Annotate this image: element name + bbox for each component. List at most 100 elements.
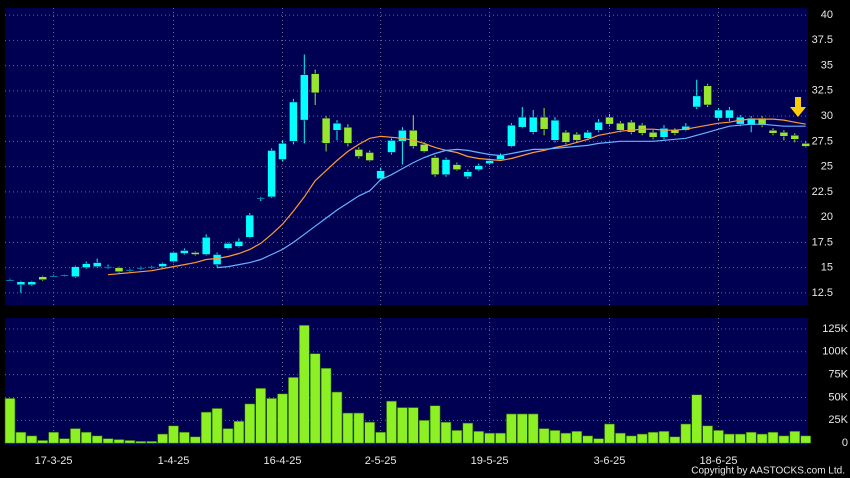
y-tick-label: 22.5: [812, 186, 833, 198]
candle-body: [212, 254, 222, 265]
volume-bar: [91, 435, 103, 444]
volume-bar: [516, 413, 528, 444]
volume-bar: [81, 431, 92, 444]
candle-body: [463, 171, 473, 177]
candle-body: [191, 252, 200, 255]
volume-bar: [113, 439, 125, 444]
candle-body: [387, 140, 396, 153]
candle-body: [768, 129, 778, 134]
candle-body: [419, 144, 429, 152]
volume-bar: [734, 433, 746, 444]
candle-body: [354, 149, 364, 157]
volume-bar: [625, 435, 637, 444]
candle-body: [801, 143, 810, 147]
candle-body: [790, 135, 800, 140]
y-tick-label: 12.5: [812, 287, 833, 299]
candle-body: [267, 150, 276, 198]
volume-bar: [440, 421, 452, 444]
volume-bar: [222, 428, 234, 444]
candle-body: [169, 252, 178, 262]
candle-body: [572, 134, 582, 141]
candle-body: [245, 214, 255, 238]
x-tick-label: 1-4-25: [158, 455, 190, 467]
volume-bar: [658, 430, 670, 444]
candle-body: [627, 121, 636, 133]
y-tick-label: 30: [821, 110, 833, 122]
candle-body: [528, 116, 538, 133]
volume-bar: [593, 438, 604, 444]
volume-bar: [527, 413, 539, 444]
candle-body: [746, 117, 756, 126]
y-tick-label: 125K: [822, 323, 848, 335]
candle-body: [518, 116, 527, 128]
y-tick-label: 37.5: [812, 34, 833, 46]
candle-body: [539, 116, 549, 130]
y-tick-label: 17.5: [812, 236, 833, 248]
candle-body: [485, 160, 494, 164]
volume-bar: [157, 433, 168, 444]
y-tick-label: 25: [821, 161, 833, 173]
volume-bar: [375, 431, 386, 444]
volume-bar: [59, 438, 70, 444]
candle-body: [725, 109, 734, 119]
volume-bar: [713, 430, 724, 444]
volume-bar: [538, 428, 550, 444]
candle-body: [648, 132, 658, 138]
candle-body: [16, 281, 26, 286]
volume-bar: [70, 428, 81, 444]
candle-body: [300, 74, 309, 121]
y-tick-label: 40: [821, 9, 833, 21]
volume-bar: [309, 353, 321, 444]
x-tick-label: 19-5-25: [471, 455, 509, 467]
candle-body: [409, 129, 418, 147]
volume-bar: [277, 393, 288, 444]
volume-bar: [298, 325, 310, 444]
y-tick-label: 100K: [822, 346, 848, 358]
candle-body: [343, 126, 353, 144]
candle-body: [583, 132, 592, 139]
volume-bar: [244, 403, 256, 444]
y-tick-label: 50K: [828, 391, 848, 403]
candle-body: [365, 152, 374, 161]
candle-body: [659, 127, 669, 138]
candle-body: [616, 122, 625, 131]
candle-body: [103, 266, 113, 268]
candle-body: [136, 267, 146, 269]
volume-bar: [353, 412, 365, 444]
candle-body: [321, 117, 331, 144]
volume-bar: [342, 412, 354, 444]
candle-body: [223, 243, 233, 249]
volume-bar: [168, 425, 179, 444]
volume-bar: [636, 433, 648, 444]
x-tick-label: 3-6-25: [594, 455, 626, 467]
volume-bar: [767, 431, 779, 444]
x-tick-label: 16-4-25: [264, 455, 302, 467]
volume-bar: [179, 431, 190, 444]
candle-body: [376, 170, 385, 179]
candle-body: [158, 263, 167, 267]
candle-body: [452, 164, 462, 170]
volume-bar: [255, 388, 266, 444]
plot-layer: 12.5 15 17.5 20 22.5 25 27.5 30 32.5 35 37.5 40 0 25K…: [4, 8, 849, 467]
candle-body: [714, 109, 723, 119]
candle-body: [289, 101, 298, 142]
volume-bar: [506, 413, 517, 444]
price-panel: [5, 8, 808, 305]
candle-body: [147, 266, 156, 268]
volume-bar: [331, 391, 343, 444]
volume-bar: [800, 435, 812, 444]
volume-bar: [200, 411, 212, 444]
volume-bar: [691, 394, 703, 444]
volume-bar: [778, 435, 790, 444]
volume-bar: [266, 398, 277, 444]
x-tick-label: 17-3-25: [35, 455, 73, 467]
volume-bar: [233, 420, 245, 444]
candle-body: [605, 116, 614, 125]
y-tick-label: 20: [821, 211, 833, 223]
volume-bar: [702, 425, 713, 444]
volume-bar: [604, 423, 615, 444]
candle-body: [507, 124, 516, 147]
volume-bar: [571, 430, 583, 444]
volume-bar: [560, 432, 572, 444]
